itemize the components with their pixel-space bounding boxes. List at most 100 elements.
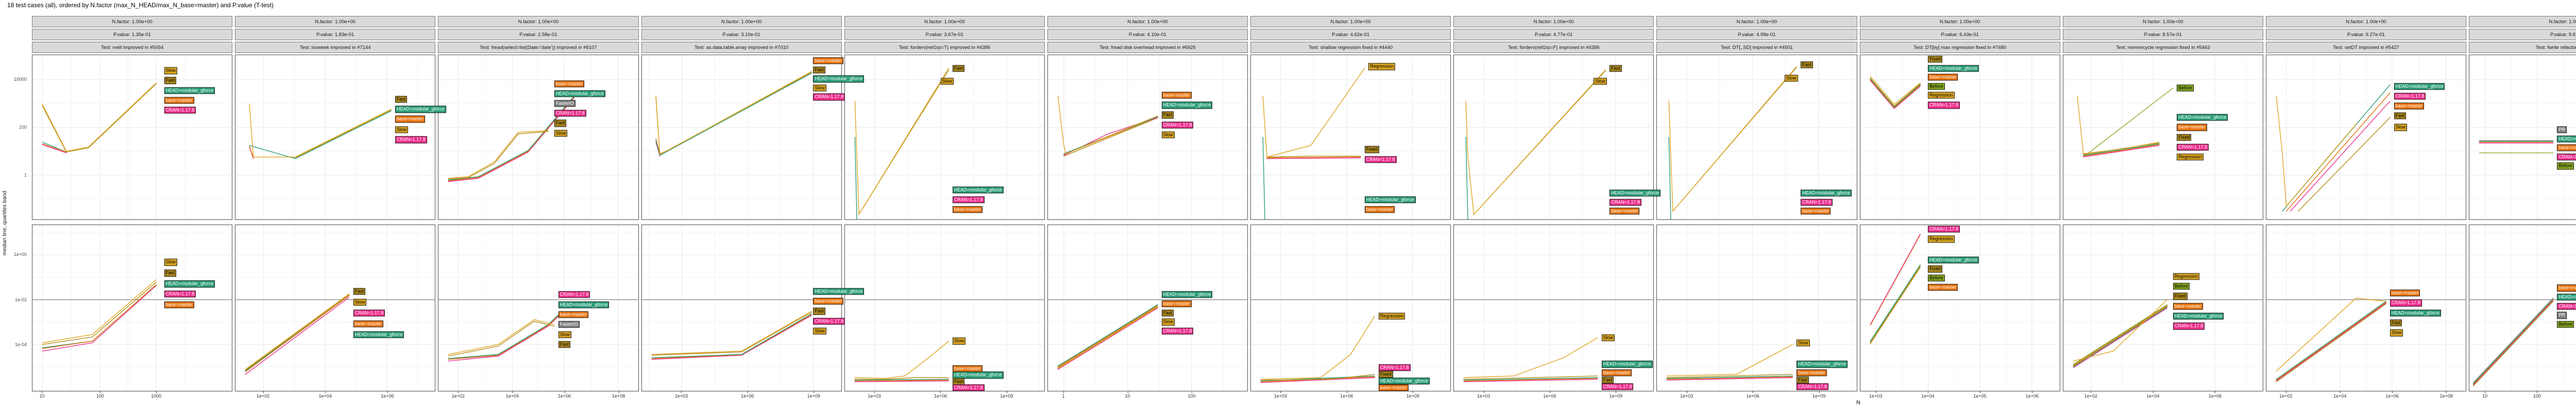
facet-panel-seconds: Slow base=master HEAD=modular_gforce Fast CR… xyxy=(844,225,1045,391)
series-line-fast xyxy=(855,377,948,379)
strip-test: Test: memrecycle regression fixed in #54… xyxy=(2062,42,2263,53)
series-label: Fast xyxy=(1609,64,1622,72)
series-line-fast xyxy=(652,312,811,355)
series-label: base=master xyxy=(813,57,843,64)
series-label: Regression xyxy=(1928,235,1955,243)
strip-test: Test: isoweek improved in #7144 xyxy=(235,42,436,53)
series-line-slow xyxy=(449,131,549,179)
series-line-cran xyxy=(1064,117,1158,155)
series-line-head xyxy=(1263,138,1265,220)
series-line-cran xyxy=(2290,101,2390,211)
series-line-cran xyxy=(1870,234,1920,324)
series-label: Slow xyxy=(164,259,178,266)
series-label: Fast xyxy=(353,288,366,295)
series-label: HEAD=modular_gforce xyxy=(1609,190,1660,197)
series-label: CRAN=1.17.8 xyxy=(395,136,427,143)
series-label: Fixed xyxy=(1364,146,1379,153)
series-line-head xyxy=(449,96,574,180)
series-line-base xyxy=(249,146,253,158)
strip-pvalue: P.value: 4.77e-01 xyxy=(1453,29,1654,40)
series-label: CRAN=1.17.8 xyxy=(1797,383,1829,390)
series-line-base xyxy=(2083,145,2159,156)
series-label: HEAD=modular_gforce xyxy=(164,280,215,287)
strip-pvalue: P.value: 4.10e-01 xyxy=(1047,29,1248,40)
x-tick-label: 1e+06 xyxy=(1543,393,1556,399)
series-line-slow xyxy=(2276,298,2386,371)
series-label: Slow xyxy=(1594,78,1607,85)
series-label: HEAD=modular_gforce xyxy=(2557,135,2576,143)
strip-pvalue: P.value: 8.57e-01 xyxy=(2062,29,2263,40)
series-label: CRAN=1.17.8 xyxy=(2394,93,2426,100)
series-line-head xyxy=(1669,138,1671,220)
series-line-base xyxy=(1667,377,1793,380)
series-label: HEAD=modular_gforce xyxy=(395,106,446,113)
series-line-base xyxy=(1870,80,1920,108)
series-line-base xyxy=(2473,300,2553,384)
strip-nfactor: N.factor: 1.00e+00 xyxy=(641,16,842,27)
x-tick-label: 1e+03 xyxy=(1680,393,1693,399)
series-label: CRAN=1.17.8 xyxy=(1609,198,1641,206)
series-line-head xyxy=(1058,305,1158,366)
x-axis-ticks: 10100100010000 xyxy=(2469,391,2576,403)
series-line-fast xyxy=(2298,117,2390,211)
series-line-head xyxy=(855,138,857,220)
facet-panel-seconds: base=master HEAD=modular_gforce CRAN=1.17.… xyxy=(2469,225,2576,391)
series-label: Fast xyxy=(2394,112,2406,119)
series-line-before xyxy=(2083,88,2173,157)
series-line-cran xyxy=(449,313,563,361)
facet-columns: N.factor: 1.00e+00 P.value: 1.35e-01 Test:… xyxy=(32,16,2576,412)
series-line-grey xyxy=(2473,298,2553,383)
page-title: 18 test cases (all), ordered by N.factor… xyxy=(7,2,274,9)
series-label: base=master xyxy=(952,206,983,213)
series-line-cran xyxy=(1667,377,1793,380)
facet-panel-kilobytes: Fast Slow HEAD=modular_gforce CRAN=1.17.8 ba… xyxy=(844,55,1045,220)
series-line-base xyxy=(2276,302,2386,380)
series-label: Fixed xyxy=(1378,371,1393,378)
strip-test: Test: DT[by] max regression fixed in #74… xyxy=(1859,42,2060,53)
series-label: Slow xyxy=(1161,131,1175,139)
series-line-slow xyxy=(449,320,554,355)
series-line-fast xyxy=(449,321,554,356)
series-line-slow xyxy=(855,341,948,378)
strip-test: Test: as.data.table.array improved in #7… xyxy=(641,42,842,53)
series-label: base=master xyxy=(1928,284,1958,291)
series-label: Fixed xyxy=(2173,293,2188,300)
facet-panel-kilobytes: Regression Fixed CRAN=1.17.8 HEAD=modular_g… xyxy=(1250,55,1451,220)
series-label: HEAD=modular_gforce xyxy=(813,75,865,82)
panel-plot-area xyxy=(1048,225,1247,391)
x-axis-ticks: 1e+03 1e+06 1e+09 xyxy=(1453,391,1654,403)
facet-panel-seconds: HEAD=modular_gforce base=master Fast CRAN=1… xyxy=(641,225,865,391)
facet-panel-kilobytes: Slow Fast HEAD=modular_gforce base=master CR… xyxy=(32,55,233,220)
series-label: Slow xyxy=(1601,334,1615,341)
x-tick-label: 10 xyxy=(2482,393,2488,399)
series-line-slow xyxy=(656,72,811,154)
x-tick-mark xyxy=(940,391,941,393)
panel-plot-area xyxy=(1048,55,1247,219)
x-tick-label: 1e+06 xyxy=(2208,393,2222,399)
series-label: Slow xyxy=(164,67,178,74)
series-line-cran xyxy=(42,145,66,153)
series-line-head xyxy=(1667,376,1793,379)
x-tick-mark xyxy=(1819,391,1820,393)
series-label: base=master xyxy=(353,320,383,328)
series-label: Fast xyxy=(813,66,825,74)
series-label: Before xyxy=(2177,84,2194,92)
series-line-slow xyxy=(42,83,156,151)
series-label: CRAN=1.17.8 xyxy=(558,291,590,298)
series-line-cran xyxy=(1464,379,1598,382)
series-line-grey xyxy=(449,96,574,180)
series-label: Fixed xyxy=(2177,133,2192,141)
x-tick-mark xyxy=(458,391,459,393)
series-line-head xyxy=(249,111,391,159)
panel-plot-area xyxy=(1454,55,1653,219)
series-label: base=master xyxy=(2557,284,2576,291)
series-label: base=master xyxy=(554,80,585,88)
series-label: CRAN=1.17.8 xyxy=(2389,299,2422,306)
series-label: Fast xyxy=(1161,111,1174,119)
series-line-fast xyxy=(1267,156,1361,157)
panel-plot-area xyxy=(2063,55,2263,219)
series-label: HEAD=modular_gforce xyxy=(2557,294,2576,301)
x-tick-label: 10 xyxy=(39,393,45,399)
series-label: Fast xyxy=(554,119,567,127)
series-line-slow xyxy=(246,294,349,370)
